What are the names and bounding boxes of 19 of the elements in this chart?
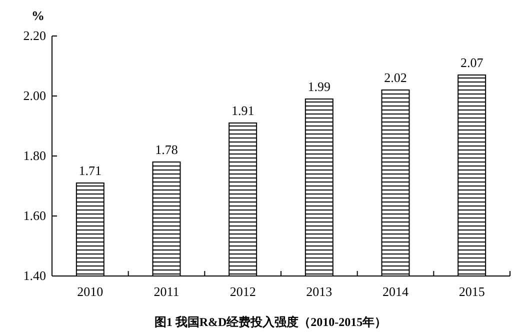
- x-tick-label: 2012: [230, 284, 256, 299]
- x-tick-label: 2013: [306, 284, 332, 299]
- x-tick-label: 2014: [382, 284, 409, 299]
- y-tick-label: 1.40: [23, 268, 46, 283]
- data-label: 2.07: [460, 55, 484, 70]
- x-tick-label: 2015: [458, 284, 485, 299]
- y-tick-label: 1.80: [23, 148, 46, 163]
- y-axis-title: %: [32, 8, 44, 23]
- x-tick-label: 2011: [154, 284, 180, 299]
- x-tick-label: 2010: [77, 284, 104, 299]
- data-label: 1.71: [78, 163, 102, 178]
- data-label: 1.99: [308, 79, 331, 94]
- data-label: 2.02: [384, 70, 407, 85]
- data-label: 1.91: [231, 103, 254, 118]
- caption: 图1 我国R&D经费投入强度（2010-2015年）: [154, 315, 387, 329]
- y-tick-label: 1.60: [23, 208, 46, 223]
- y-tick-label: 2.20: [23, 28, 46, 43]
- y-tick-label: 2.00: [23, 88, 46, 103]
- data-label: 1.78: [155, 142, 178, 157]
